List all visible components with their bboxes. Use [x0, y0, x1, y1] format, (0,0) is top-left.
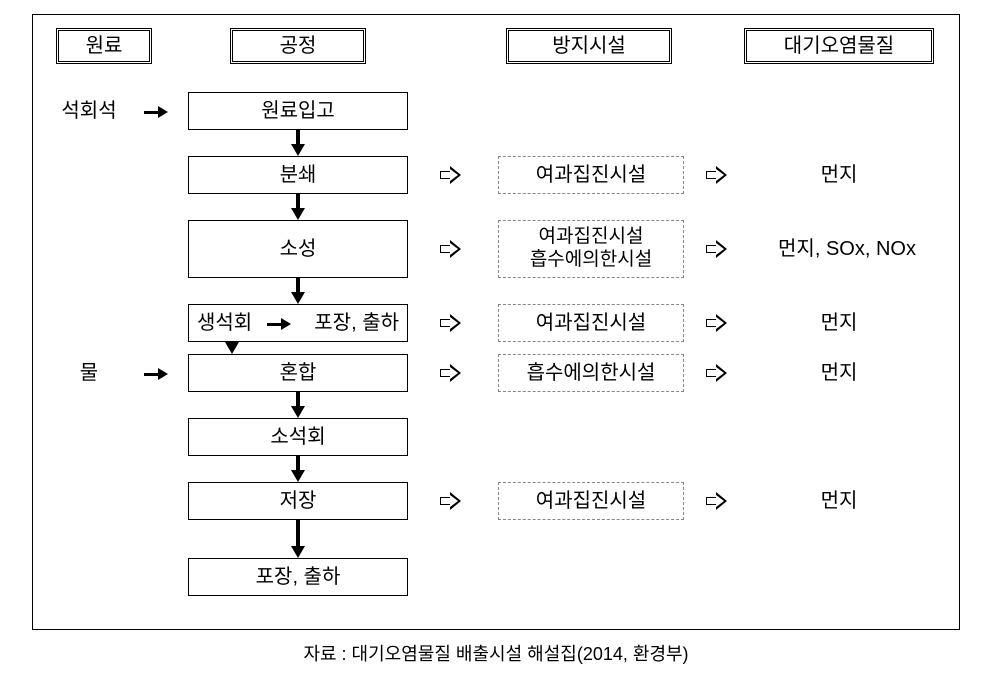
process-0: 원료입고 — [188, 92, 408, 130]
facility-2: 여과집진시설 흡수에의한시설 — [498, 220, 684, 278]
material-0: 석회석 — [44, 92, 134, 130]
down-arrow-stem-01 — [296, 130, 300, 144]
down-arrow-stem-56 — [296, 456, 300, 470]
arrow-pf-6 — [440, 492, 461, 510]
arrow-pf-2 — [440, 240, 461, 258]
process-3-inner-arrow — [267, 318, 291, 330]
pollutant-4: 먼지 — [744, 354, 934, 392]
pollutant-2: 먼지, SOx, NOx — [742, 230, 952, 268]
process-3-left: 생석회 — [197, 311, 252, 335]
process-4: 혼합 — [188, 354, 408, 392]
down-arrow-stem-45 — [296, 392, 300, 406]
down-arrow-stem-23 — [296, 278, 300, 292]
down-arrow-head-23 — [291, 292, 305, 304]
facility-3: 여과집진시설 — [498, 304, 684, 342]
facility-1: 여과집진시설 — [498, 156, 684, 194]
process-2: 소성 — [188, 220, 408, 278]
process-6: 저장 — [188, 482, 408, 520]
process-5: 소석회 — [188, 418, 408, 456]
arrow-fp-2 — [706, 240, 727, 258]
facility-6: 여과집진시설 — [498, 482, 684, 520]
header-material: 원료 — [56, 28, 152, 64]
pollutant-6: 먼지 — [744, 482, 934, 520]
pollutant-3: 먼지 — [744, 304, 934, 342]
down-arrow-stem-12 — [296, 194, 300, 208]
header-pollutant: 대기오염물질 — [744, 28, 934, 64]
arrow-pf-1 — [440, 166, 461, 184]
material-1: 물 — [44, 354, 134, 392]
header-process: 공정 — [230, 28, 366, 64]
pollutant-1: 먼지 — [744, 156, 934, 194]
arrow-fp-3 — [706, 314, 727, 332]
arrow-fp-4 — [706, 364, 727, 382]
arrow-pf-3 — [440, 314, 461, 332]
arrow-fp-6 — [706, 492, 727, 510]
header-facility: 방지시설 — [506, 28, 672, 64]
arrow-pf-4 — [440, 364, 461, 382]
down-arrow-head-34 — [225, 342, 239, 354]
process-3: 생석회 포장, 출하 — [188, 304, 408, 342]
process-7: 포장, 출하 — [188, 558, 408, 596]
material-arrow-1 — [144, 368, 168, 380]
process-1: 분쇄 — [188, 156, 408, 194]
material-arrow-0 — [144, 106, 168, 118]
down-arrow-head-67 — [291, 546, 305, 558]
down-arrow-head-56 — [291, 470, 305, 482]
down-arrow-stem-67 — [296, 520, 300, 546]
caption: 자료 : 대기오염물질 배출시설 해설집(2014, 환경부) — [0, 640, 992, 666]
arrow-fp-1 — [706, 166, 727, 184]
process-3-right: 포장, 출하 — [314, 311, 399, 335]
down-arrow-head-01 — [291, 144, 305, 156]
down-arrow-head-12 — [291, 208, 305, 220]
down-arrow-head-45 — [291, 406, 305, 418]
facility-4: 흡수에의한시설 — [498, 354, 684, 392]
